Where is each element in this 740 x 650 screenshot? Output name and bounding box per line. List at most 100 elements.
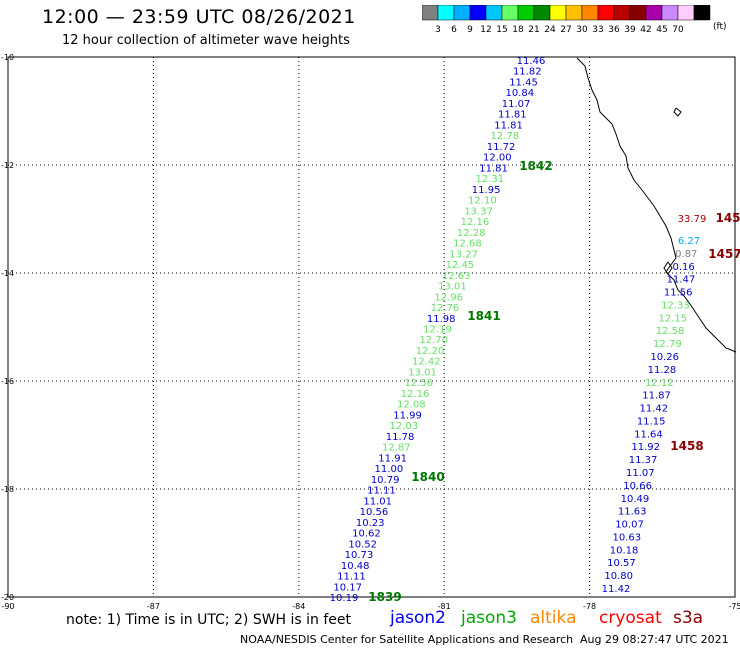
legend-s3a: s3a — [673, 608, 704, 628]
swh-value: 11.47 — [667, 275, 696, 286]
swh-value: 10.57 — [607, 558, 636, 569]
swh-value: 11.11 — [337, 572, 366, 583]
lon-tick-label: -84 — [292, 602, 305, 611]
color-scale-label: 18 — [512, 25, 524, 35]
swh-value: 12.33 — [661, 300, 690, 311]
swh-value: 10.62 — [352, 529, 381, 540]
color-scale-label: 27 — [560, 25, 571, 35]
swh-value: 12.16 — [401, 389, 430, 400]
lat-tick-label: -20 — [1, 593, 14, 602]
lat-tick-label: -18 — [1, 485, 14, 494]
swh-value: 12.00 — [483, 153, 512, 164]
swh-value: 11.92 — [631, 442, 660, 453]
color-scale-label: 24 — [544, 25, 556, 35]
footer-source: NOAA/NESDIS Center for Satellite Applica… — [240, 633, 574, 646]
color-scale-label: 30 — [576, 25, 588, 35]
color-scale-label: 39 — [624, 25, 636, 35]
color-scale-label: 42 — [640, 25, 651, 35]
chart-title: 12:00 — 23:59 UTC 08/26/2021 — [42, 6, 356, 28]
swh-value: 12.08 — [397, 400, 426, 411]
swh-value: 12.79 — [653, 339, 682, 350]
swh-value: 12.12 — [645, 378, 674, 389]
swh-value: 11.98 — [427, 314, 456, 325]
swh-value: 10.26 — [650, 352, 679, 363]
island — [673, 107, 682, 117]
swh-value: 12.31 — [476, 174, 505, 185]
color-scale-label: 36 — [608, 25, 620, 35]
lat-tick-label: -10 — [1, 53, 14, 62]
color-scale-label: 9 — [467, 25, 473, 35]
swh-value: 13.27 — [449, 249, 478, 260]
swh-value: 12.20 — [416, 346, 445, 357]
swh-value: 12.78 — [490, 131, 519, 142]
swh-value: 13.01 — [438, 282, 467, 293]
footer-note: note: 1) Time is in UTC; 2) SWH is in fe… — [66, 612, 352, 628]
swh-value: 11.28 — [648, 365, 677, 376]
lon-tick-label: -75 — [728, 602, 740, 611]
swh-value: 10.80 — [604, 571, 633, 582]
legend-jason2: jason2 — [390, 608, 446, 628]
swh-value: 11.81 — [479, 163, 508, 174]
pass-number-label: 1840 — [411, 470, 444, 484]
swh-value: 11.78 — [386, 432, 415, 443]
coastline — [576, 57, 737, 353]
swh-value: 10.56 — [360, 507, 389, 518]
swh-value: 11.07 — [502, 99, 531, 110]
swh-value: 11.46 — [517, 56, 546, 67]
swh-value: 10.63 — [612, 532, 641, 543]
swh-value: 12.70 — [419, 335, 448, 346]
swh-value: 10.18 — [610, 545, 639, 556]
swh-value: 12.58 — [656, 326, 685, 337]
swh-value: 11.42 — [640, 404, 669, 415]
pass-number-label: 1842 — [519, 159, 552, 173]
swh-value: 11.01 — [363, 496, 392, 507]
swh-value: 12.03 — [390, 421, 419, 432]
swh-value: 12.42 — [412, 357, 441, 368]
swh-value: 11.15 — [637, 416, 666, 427]
swh-value: 10.84 — [505, 88, 534, 99]
lon-tick-label: -90 — [1, 602, 14, 611]
swh-value: 11.87 — [642, 391, 671, 402]
color-scale-label: 45 — [656, 25, 667, 35]
color-scale-label: 33 — [592, 25, 603, 35]
color-scale-bar: 3 6 9 12 15 18 21 24 27 30 33 36 39 42 45 70 — [422, 5, 711, 35]
pass-number-label: 1458 — [670, 439, 703, 453]
swh-value: 12.15 — [658, 313, 687, 324]
swh-value: 12.76 — [431, 303, 460, 314]
color-scale-label: 70 — [672, 25, 684, 35]
swh-value: 0.87 — [675, 249, 697, 260]
pass-number-label: 1841 — [467, 309, 500, 323]
swh-value: 10.49 — [621, 494, 650, 505]
color-swatch — [693, 5, 711, 21]
swh-value: 12.45 — [446, 260, 475, 271]
swh-value: 11.00 — [375, 464, 404, 475]
swh-value: 12.96 — [434, 292, 463, 303]
map-frame — [7, 56, 736, 598]
lat-tick-label: -12 — [1, 161, 14, 170]
lon-tick-label: -87 — [147, 602, 160, 611]
swh-value: 11.72 — [487, 142, 516, 153]
swh-value: 12.56 — [404, 378, 433, 389]
color-scale-label: 6 — [451, 25, 457, 35]
swh-value: 10.52 — [348, 539, 377, 550]
swh-value: 0.16 — [672, 262, 694, 273]
lat-tick-label: -14 — [1, 269, 14, 278]
lat-tick-label: -16 — [1, 377, 14, 386]
swh-value: 33.79 — [678, 214, 707, 225]
swh-value: 10.73 — [345, 550, 374, 561]
color-scale-label: 21 — [528, 25, 539, 35]
swh-value: 11.63 — [618, 507, 647, 518]
swh-value: 11.82 — [513, 67, 542, 78]
swh-value: 11.91 — [378, 453, 407, 464]
pass-number-label: 145 — [715, 211, 740, 225]
footer-timestamp: Aug 29 08:27:47 UTC 2021 — [580, 633, 729, 646]
legend-cryosat: cryosat — [599, 608, 662, 628]
swh-value: 13.37 — [464, 206, 493, 217]
swh-value: 11.42 — [602, 584, 631, 595]
swh-value: 10.79 — [371, 475, 400, 486]
swh-value: 11.07 — [626, 468, 655, 479]
swh-value: 10.48 — [341, 561, 370, 572]
swh-value: 10.19 — [330, 593, 359, 604]
swh-value: 12.87 — [382, 443, 411, 454]
